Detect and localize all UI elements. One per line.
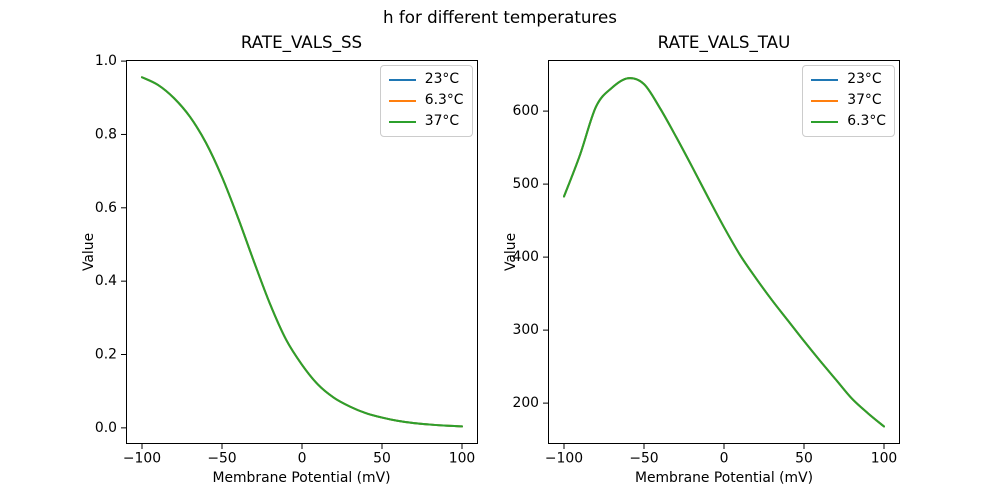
tau-plot-title: RATE_VALS_TAU — [657, 32, 791, 52]
figure-title: h for different temperatures — [383, 7, 617, 27]
legend-line-sample — [388, 79, 416, 81]
legend-label: 6.3°C — [847, 113, 886, 130]
y-tick-label: 0.6 — [94, 200, 116, 216]
legend-line-sample — [811, 121, 839, 123]
legend-line-sample — [388, 121, 416, 123]
ss-plot-canvas: −100 −50 0 50 100 0.0 0.2 0.4 0.6 0.8 1.0 — [94, 53, 478, 467]
legend-label: 23°C — [847, 71, 882, 88]
x-tick-label: −100 — [122, 451, 160, 467]
tau-plot-canvas: −100 −50 0 50 100 200 300 400 500 600 — [512, 60, 900, 467]
ss-legend: 23°C 6.3°C 37°C — [379, 65, 473, 137]
y-tick-label: 500 — [512, 176, 539, 192]
legend-entry: 37°C — [388, 113, 464, 131]
legend-entry: 37°C — [811, 92, 886, 110]
ss-x-axis-label: Membrane Potential (mV) — [212, 470, 391, 486]
legend-label: 37°C — [847, 92, 882, 109]
y-tick-label: 1.0 — [94, 53, 116, 69]
x-tick-label: 50 — [373, 451, 391, 467]
y-tick-label: 0.8 — [94, 126, 116, 142]
curve-37°C — [140, 76, 463, 428]
axes-frame — [548, 60, 900, 444]
y-tick-label: 300 — [512, 322, 539, 338]
y-tick-label: 600 — [512, 103, 539, 119]
legend-entry: 23°C — [811, 71, 886, 89]
x-tick-label: 50 — [795, 451, 813, 467]
legend-entry: 23°C — [388, 71, 464, 89]
x-tick-label: 0 — [720, 451, 729, 467]
y-tick-label: 400 — [512, 249, 539, 265]
subplot-rate-vals-tau: RATE_VALS_TAU −100 −50 0 50 100 200 300 400 500 6… — [503, 32, 900, 486]
legend-entry: 6.3°C — [388, 92, 464, 110]
ss-y-axis-label: Value — [80, 232, 97, 272]
legend-label: 6.3°C — [424, 92, 464, 109]
legend-line-sample — [811, 79, 839, 81]
ss-plot-title: RATE_VALS_SS — [240, 32, 363, 52]
x-tick-label: −50 — [207, 451, 236, 467]
subplot-rate-vals-ss: RATE_VALS_SS −100 −50 0 50 100 0.0 0.2 0.4 0.6 0.… — [81, 32, 478, 486]
tau-legend: 23°C 37°C 6.3°C — [802, 65, 895, 137]
x-tick-label: −50 — [629, 451, 658, 467]
curve-6.3°C — [563, 77, 885, 428]
x-tick-label: 100 — [448, 451, 475, 467]
y-tick-label: 0.4 — [94, 273, 116, 289]
legend-entry: 6.3°C — [811, 113, 886, 131]
axes-frame — [125, 60, 478, 444]
y-tick-label: 200 — [512, 395, 539, 411]
legend-line-sample — [811, 100, 839, 102]
y-tick-label: 0.2 — [94, 347, 116, 363]
x-tick-label: −100 — [545, 451, 583, 467]
tau-y-axis-label: Value — [503, 232, 519, 272]
x-tick-label: 100 — [871, 451, 898, 467]
tau-x-axis-label: Membrane Potential (mV) — [634, 470, 813, 486]
legend-label: 23°C — [424, 71, 460, 88]
legend-label: 37°C — [424, 113, 460, 130]
y-tick-label: 0.0 — [94, 420, 116, 436]
x-tick-label: 0 — [297, 451, 306, 467]
legend-line-sample — [388, 100, 416, 102]
